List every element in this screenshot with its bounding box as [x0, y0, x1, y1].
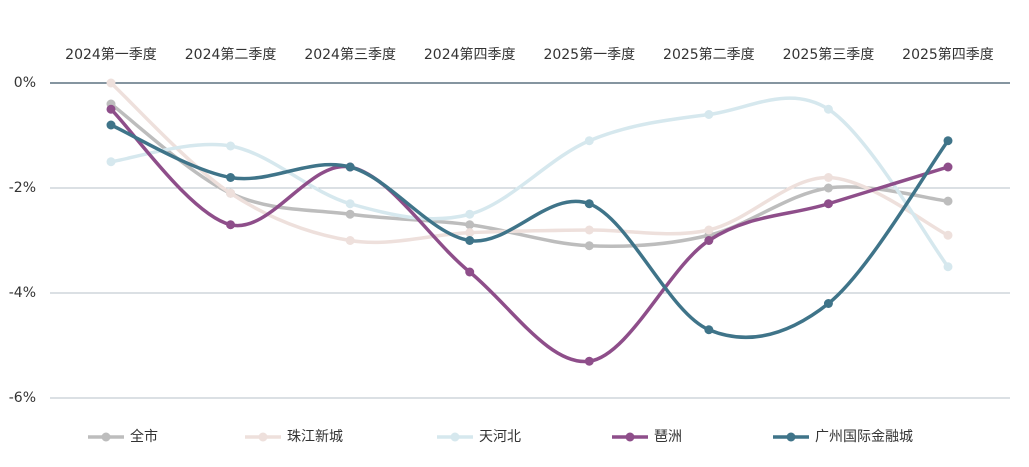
point — [345, 209, 355, 219]
point — [704, 225, 714, 235]
point — [465, 220, 475, 230]
point — [465, 267, 475, 277]
legend-marker — [258, 432, 268, 442]
point — [106, 104, 116, 114]
legend-label: 天河北 — [479, 429, 521, 445]
point — [823, 173, 833, 182]
legend-label: 琶洲 — [654, 429, 682, 445]
legend-label: 全市 — [130, 428, 158, 445]
y-tick-label: 0% — [14, 75, 36, 91]
x-tick-label: 2025第三季度 — [783, 46, 875, 63]
point — [345, 236, 355, 245]
point — [584, 136, 594, 146]
point — [823, 299, 833, 308]
point — [345, 199, 355, 209]
x-tick-label: 2025第一季度 — [543, 46, 635, 63]
legend-marker — [786, 432, 796, 442]
point — [943, 230, 953, 240]
y-tick-label: -6% — [9, 390, 36, 406]
x-tick-label: 2024第三季度 — [304, 46, 396, 63]
point — [584, 199, 594, 209]
point — [943, 162, 953, 172]
y-tick-label: -2% — [9, 180, 36, 196]
legend-label: 珠江新城 — [287, 429, 343, 445]
point — [823, 183, 833, 193]
point — [226, 188, 236, 198]
point — [704, 325, 714, 335]
x-tick-label: 2024第二季度 — [185, 46, 277, 63]
legend-marker — [625, 432, 635, 442]
x-tick-label: 2025第二季度 — [663, 46, 755, 63]
point — [226, 173, 236, 182]
point — [584, 241, 594, 251]
series-line — [109, 107, 949, 364]
legend-label: 广州国际金融城 — [815, 429, 913, 445]
point — [465, 236, 475, 245]
point — [943, 262, 953, 272]
point — [106, 78, 116, 88]
point — [345, 162, 355, 172]
point — [823, 104, 833, 114]
legend-marker — [101, 432, 111, 442]
y-tick-label: -4% — [9, 285, 36, 301]
point — [943, 196, 953, 206]
x-tick-label: 2024第四季度 — [424, 46, 516, 63]
legend-marker — [450, 432, 460, 442]
point — [106, 157, 116, 167]
point — [106, 120, 116, 130]
point — [943, 136, 953, 146]
point — [584, 225, 594, 235]
point — [704, 236, 714, 245]
point — [226, 220, 236, 230]
point — [465, 228, 475, 238]
point — [704, 110, 714, 119]
x-tick-label: 2024第一季度 — [65, 46, 157, 63]
point — [465, 209, 475, 219]
series-line — [110, 96, 950, 268]
point — [226, 141, 236, 151]
point — [823, 199, 833, 209]
x-tick-label: 2025第四季度 — [902, 46, 994, 63]
point — [584, 356, 594, 366]
